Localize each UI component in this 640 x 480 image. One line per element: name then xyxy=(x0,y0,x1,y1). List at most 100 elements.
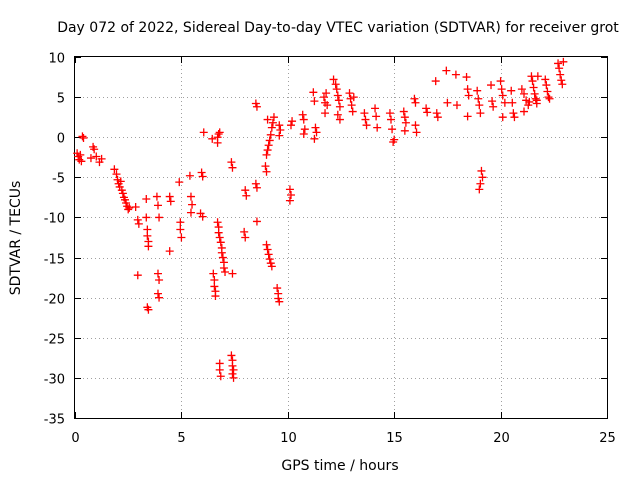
data-point xyxy=(544,93,553,102)
data-point xyxy=(410,94,419,103)
data-point xyxy=(216,238,225,247)
data-point xyxy=(554,59,563,68)
data-point xyxy=(423,108,432,117)
data-point xyxy=(476,179,485,188)
data-point xyxy=(477,166,486,175)
data-point xyxy=(229,373,238,382)
data-point xyxy=(153,201,162,210)
data-point xyxy=(263,146,272,155)
grid xyxy=(75,57,607,418)
data-point xyxy=(361,115,370,124)
data-point xyxy=(219,263,228,272)
data-point xyxy=(500,98,509,107)
data-point xyxy=(288,117,297,126)
data-point xyxy=(227,158,236,167)
data-point xyxy=(215,128,224,137)
data-point xyxy=(520,89,529,98)
data-point xyxy=(252,183,261,192)
data-point xyxy=(510,113,519,122)
data-point xyxy=(133,215,142,224)
data-point xyxy=(209,269,218,278)
data-point xyxy=(78,132,87,141)
y-axis-label: SDTVAR / TECUs xyxy=(8,181,24,296)
data-point xyxy=(77,157,86,166)
data-point xyxy=(276,126,285,135)
data-point xyxy=(228,369,237,378)
data-point xyxy=(118,189,127,198)
data-point xyxy=(155,213,164,222)
y-tick-label: 5 xyxy=(57,92,65,107)
data-point xyxy=(153,289,162,298)
data-point xyxy=(116,177,125,186)
data-point xyxy=(166,197,175,206)
data-point xyxy=(264,141,273,150)
chart-title: Day 072 of 2022, Sidereal Day-to-day VTE… xyxy=(57,20,619,36)
y-tick-label: -30 xyxy=(44,373,65,388)
data-point xyxy=(557,76,566,85)
data-point xyxy=(216,372,225,381)
data-point xyxy=(335,102,344,111)
data-point xyxy=(214,228,223,237)
data-point xyxy=(262,150,271,159)
data-point xyxy=(241,233,250,242)
data-point xyxy=(185,171,194,180)
data-point xyxy=(531,94,540,103)
data-point xyxy=(331,80,340,89)
y-tick-label: 0 xyxy=(57,132,65,147)
data-point xyxy=(498,113,507,122)
data-point xyxy=(269,113,278,122)
data-point xyxy=(242,191,251,200)
data-point xyxy=(275,131,284,140)
plot-frame xyxy=(74,56,608,419)
y-tick-label: -5 xyxy=(52,172,65,187)
data-point xyxy=(322,89,331,98)
data-point xyxy=(198,212,207,221)
data-point xyxy=(299,130,308,139)
data-point xyxy=(412,128,421,137)
data-point xyxy=(390,135,399,144)
data-point xyxy=(400,126,409,135)
data-point xyxy=(262,240,271,249)
y-tick-label: -15 xyxy=(44,253,65,268)
data-point xyxy=(476,109,485,118)
data-point xyxy=(251,179,260,188)
data-point xyxy=(556,70,565,79)
data-point xyxy=(273,284,282,293)
data-point xyxy=(507,86,516,95)
x-tick-label: 0 xyxy=(71,431,79,446)
data-point xyxy=(555,64,564,73)
data-point xyxy=(542,81,551,90)
data-point xyxy=(211,292,220,301)
data-point xyxy=(263,115,272,124)
data-point xyxy=(124,205,133,214)
data-point xyxy=(267,123,276,132)
data-point xyxy=(79,134,88,143)
data-point xyxy=(497,85,506,94)
data-point xyxy=(134,219,143,228)
data-point xyxy=(175,178,184,187)
data-point xyxy=(213,218,222,227)
x-tick-label: 5 xyxy=(177,431,185,446)
data-point xyxy=(275,121,284,130)
data-point xyxy=(543,87,552,96)
data-point xyxy=(533,72,542,81)
data-point xyxy=(299,115,308,124)
data-point xyxy=(261,162,270,171)
data-point xyxy=(228,163,237,172)
data-point xyxy=(265,136,274,145)
data-point xyxy=(399,107,408,116)
data-point xyxy=(463,85,472,94)
data-point xyxy=(411,98,420,107)
data-point xyxy=(285,196,294,205)
data-point xyxy=(262,167,271,176)
data-point xyxy=(347,101,356,110)
data-point xyxy=(487,81,496,90)
data-point xyxy=(92,152,101,161)
data-point xyxy=(218,253,227,262)
data-point xyxy=(144,305,153,314)
data-point xyxy=(165,247,174,256)
data-point xyxy=(529,83,538,92)
data-point xyxy=(532,96,541,105)
data-point xyxy=(433,113,442,122)
data-point xyxy=(264,250,273,259)
